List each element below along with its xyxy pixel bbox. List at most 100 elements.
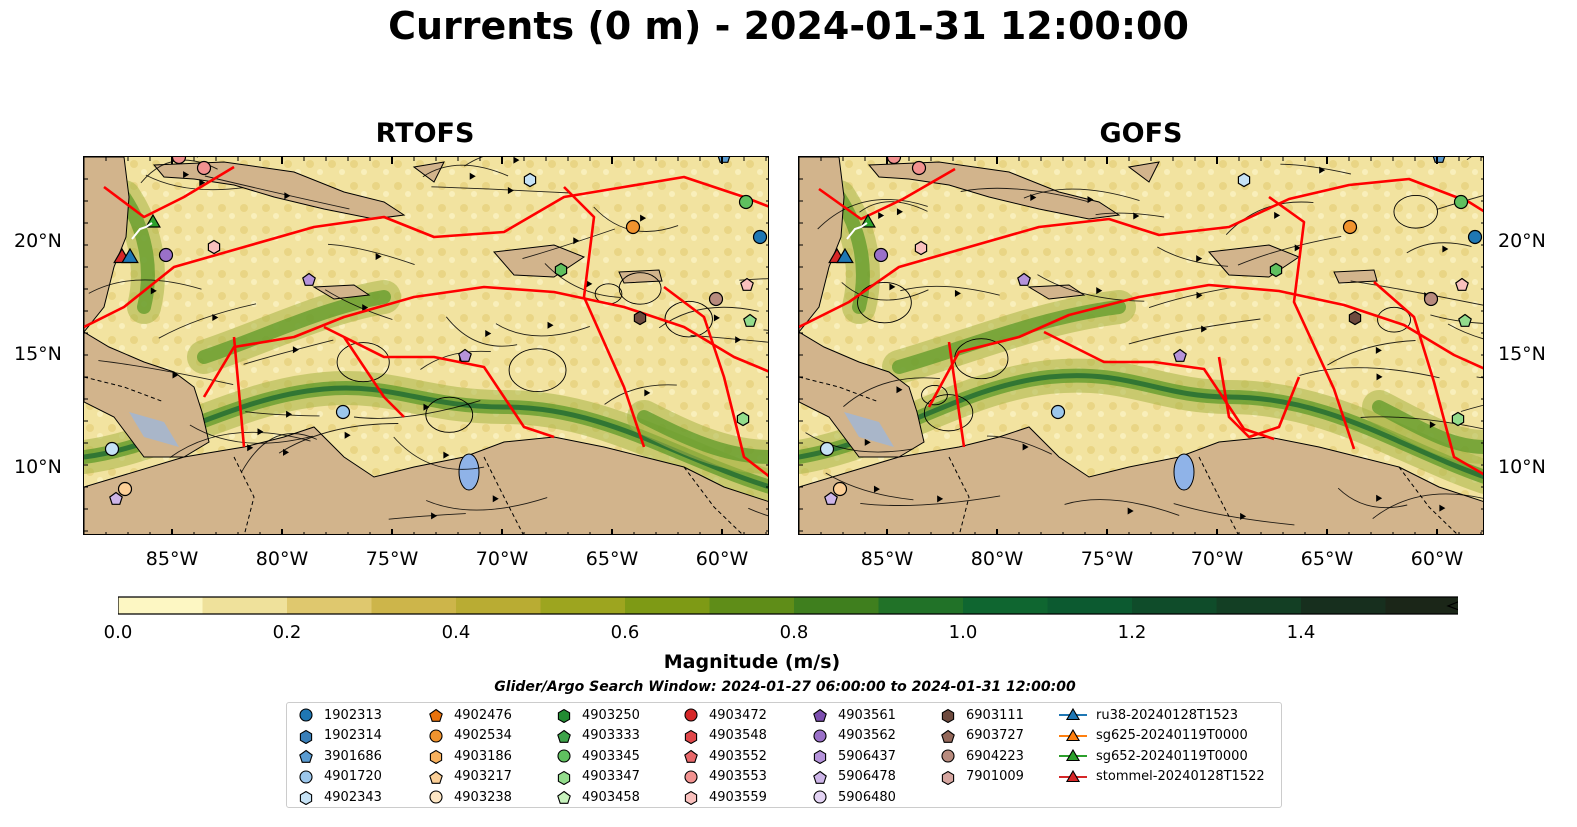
streamline (278, 423, 399, 454)
streamline (860, 495, 1001, 506)
legend-label: 4903553 (709, 769, 767, 784)
legend-item: 4903562 (811, 726, 896, 746)
streamline (393, 436, 485, 470)
legend-marker-icon (813, 728, 827, 743)
legend-marker-icon (1059, 769, 1087, 782)
colorbar-segment (540, 597, 626, 614)
colorbar-tick: 1.4 (1286, 622, 1316, 643)
legend-marker-icon (1059, 728, 1087, 741)
streamline-arrow (896, 208, 903, 216)
argo-float-marker (633, 310, 647, 326)
colorbar-tick: 0.4 (441, 622, 471, 643)
legend-marker-icon (941, 770, 955, 785)
colorbar-segment (118, 597, 203, 614)
streamline (98, 360, 234, 386)
argo-float-marker (335, 404, 351, 420)
argo-float-marker (1269, 262, 1283, 278)
legend-label: 4903458 (582, 789, 640, 805)
streamline-arrow (864, 438, 871, 446)
streamline (1280, 163, 1351, 175)
streamline-arrow (1096, 287, 1103, 295)
legend-marker-icon (429, 728, 443, 743)
eddy-streamline (921, 384, 948, 406)
lat-tick-label: 15°N (1498, 343, 1546, 365)
streamline (1406, 242, 1472, 254)
streamline (960, 187, 1088, 202)
colorbar-tick: 0.0 (103, 622, 133, 643)
country-border (1198, 456, 1239, 534)
glider-marker (121, 247, 139, 264)
lake-maracaibo (458, 453, 480, 491)
red-track (1217, 356, 1301, 439)
red-track (818, 167, 956, 221)
red-track (663, 285, 768, 478)
argo-float-marker (832, 481, 848, 497)
red-track (1268, 195, 1356, 450)
argo-float-marker (117, 481, 133, 497)
argo-float-marker (738, 194, 754, 210)
colorbar-segment (287, 597, 372, 614)
legend-marker-icon (557, 729, 571, 743)
legend-label: sg625-20240119T0000 (1096, 728, 1248, 743)
argo-float-marker (196, 160, 212, 176)
argo-float-marker (158, 247, 174, 263)
streamline-arrow (1196, 255, 1203, 263)
lon-tick-label: 70°W (475, 548, 529, 570)
legend-item: sg625-20240119T0000 (1059, 726, 1248, 746)
streamline-arrow (937, 495, 944, 503)
legend-item: 4903552 (682, 746, 767, 766)
streamline-arrow (286, 410, 293, 418)
lon-tick-label: 80°W (970, 548, 1024, 570)
eddy-streamline (923, 394, 974, 432)
streamline (1023, 188, 1140, 202)
argo-float-marker (109, 491, 123, 505)
streamline-arrow (644, 389, 651, 397)
legend-item: 4903559 (682, 787, 767, 807)
red-track (84, 175, 768, 329)
argo-float-marker (1455, 277, 1469, 291)
lat-tick-label: 20°N (1498, 230, 1546, 252)
legend-marker-icon (429, 770, 443, 784)
colorbar-segment (202, 597, 288, 614)
argo-float-marker (1342, 219, 1358, 235)
streamline-arrow (362, 304, 369, 312)
streamline (1037, 274, 1145, 302)
streamline-arrow (292, 346, 299, 354)
argo-float-marker (1467, 229, 1483, 245)
legend-marker-icon (684, 749, 698, 763)
streamline-arrow (1375, 346, 1382, 354)
panel-title-rtofs: RTOFS (375, 118, 475, 149)
legend: 1902313 1902314 3901686 4901720 4902343 49024… (286, 702, 1282, 808)
colorbar-tick: 1.0 (948, 622, 978, 643)
legend-label: 1902314 (324, 728, 382, 743)
legend-marker-icon (299, 749, 313, 763)
cuba-land (867, 161, 1121, 220)
streamline-arrow (212, 314, 219, 322)
streamline-arrow (507, 187, 514, 195)
streamline (1360, 416, 1483, 430)
red-track (202, 285, 768, 398)
streamline-arrow (1442, 245, 1449, 253)
streamline (1430, 314, 1483, 324)
lat-tick-label: 10°N (14, 456, 62, 478)
red-track (232, 336, 246, 448)
streamline (817, 198, 928, 230)
colorbar-segment (456, 597, 541, 614)
streamline-arrow (1201, 325, 1208, 333)
legend-item: 4901720 (297, 767, 382, 787)
streamline (189, 424, 313, 444)
legend-marker-icon (429, 749, 443, 764)
legend-label: stommel-20240128T1522 (1096, 769, 1265, 784)
legend-item: 4903472 (682, 705, 767, 725)
streamline (431, 186, 571, 194)
streamline-arrow (1376, 494, 1383, 502)
colorbar-segment (371, 597, 457, 614)
colorbar-label: Magnitude (m/s) (663, 651, 841, 673)
eddy-streamline (664, 300, 713, 338)
argo-float-marker (914, 240, 928, 256)
streamline-arrow (1133, 212, 1140, 220)
legend-marker-icon (684, 729, 698, 744)
streamline-arrow (375, 252, 382, 260)
legend-item: 4903238 (427, 787, 512, 807)
legend-label: 5906437 (838, 748, 896, 764)
